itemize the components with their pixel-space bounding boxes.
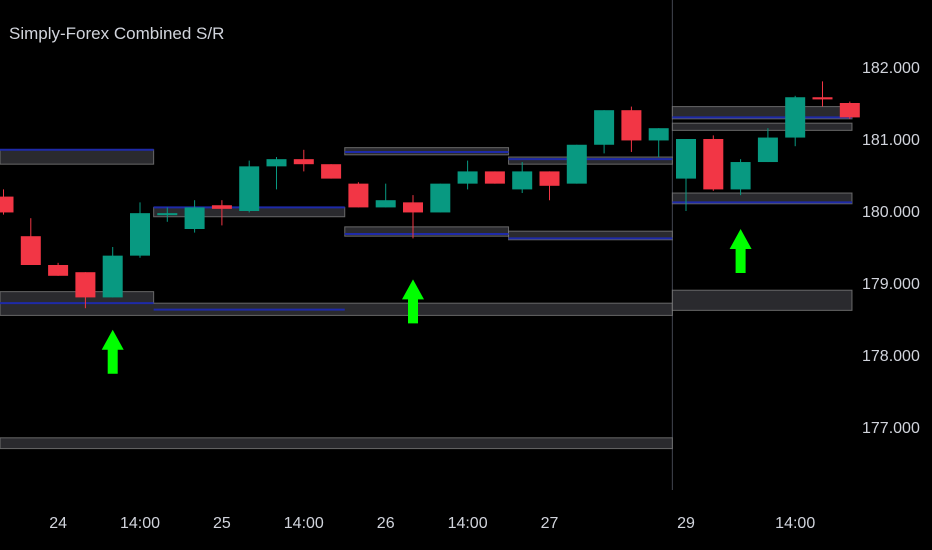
candle-body-29 bbox=[785, 97, 806, 138]
x-tick-label-4: 26 bbox=[377, 515, 395, 532]
candle-body-0 bbox=[0, 196, 14, 213]
sr-zone-10 bbox=[508, 230, 673, 241]
candle-body-23 bbox=[621, 110, 642, 141]
sr-zone-1 bbox=[0, 437, 673, 450]
y-tick-label-5: 177.000 bbox=[862, 420, 920, 437]
sr-zone-5 bbox=[671, 192, 853, 205]
candle-body-28 bbox=[757, 137, 778, 163]
x-tick-label-1: 14:00 bbox=[120, 515, 160, 532]
candle-body-22 bbox=[594, 110, 615, 145]
sr-zone-12 bbox=[508, 156, 673, 165]
x-tick-label-0: 24 bbox=[49, 515, 67, 532]
candle-body-13 bbox=[348, 183, 369, 208]
candle-body-1 bbox=[20, 236, 41, 265]
candle-body-2 bbox=[48, 265, 69, 276]
x-tick-label-3: 14:00 bbox=[284, 515, 324, 532]
candle-body-9 bbox=[239, 166, 260, 211]
sr-zone-4 bbox=[671, 122, 853, 131]
x-tick-label-7: 29 bbox=[677, 515, 695, 532]
candle-body-17 bbox=[457, 171, 478, 184]
candle-body-15 bbox=[403, 202, 423, 213]
candle-body-10 bbox=[266, 159, 287, 167]
x-tick-label-2: 25 bbox=[213, 515, 231, 532]
y-tick-label-2: 180.000 bbox=[862, 204, 920, 221]
candle-body-30 bbox=[812, 97, 833, 100]
indicator-title: Simply-Forex Combined S/R bbox=[9, 24, 225, 43]
sr-zone-2 bbox=[671, 289, 853, 311]
candle-body-24 bbox=[648, 128, 669, 141]
candle-body-21 bbox=[566, 144, 587, 184]
buy-arrow-icon-1 bbox=[402, 279, 424, 324]
candle-body-14 bbox=[375, 200, 396, 208]
x-tick-label-8: 14:00 bbox=[775, 515, 815, 532]
candle-body-16 bbox=[430, 183, 451, 213]
buy-arrow-icon-0 bbox=[101, 329, 124, 374]
candle-body-12 bbox=[321, 164, 342, 179]
sr-zone-6 bbox=[0, 149, 155, 165]
candle-body-5 bbox=[130, 213, 150, 256]
candle-body-4 bbox=[102, 255, 123, 298]
candle-body-11 bbox=[293, 159, 314, 165]
y-tick-label-4: 178.000 bbox=[862, 348, 920, 365]
y-tick-label-1: 181.000 bbox=[862, 132, 920, 149]
candle-body-19 bbox=[512, 171, 533, 190]
x-tick-label-6: 27 bbox=[541, 515, 559, 532]
candle-body-7 bbox=[184, 207, 205, 229]
candle-body-31 bbox=[839, 103, 860, 118]
candle-body-25 bbox=[676, 139, 696, 179]
candle-body-18 bbox=[484, 171, 505, 184]
candle-body-27 bbox=[730, 162, 751, 190]
candle-body-26 bbox=[703, 139, 724, 190]
candle-body-6 bbox=[157, 213, 178, 216]
x-tick-label-5: 14:00 bbox=[448, 515, 488, 532]
candle-body-3 bbox=[75, 272, 96, 298]
y-tick-label-3: 179.000 bbox=[862, 276, 920, 293]
candle-body-20 bbox=[539, 171, 560, 186]
candle-body-8 bbox=[211, 205, 232, 209]
y-tick-label-0: 182.000 bbox=[862, 60, 920, 77]
buy-arrow-icon-2 bbox=[729, 229, 752, 273]
